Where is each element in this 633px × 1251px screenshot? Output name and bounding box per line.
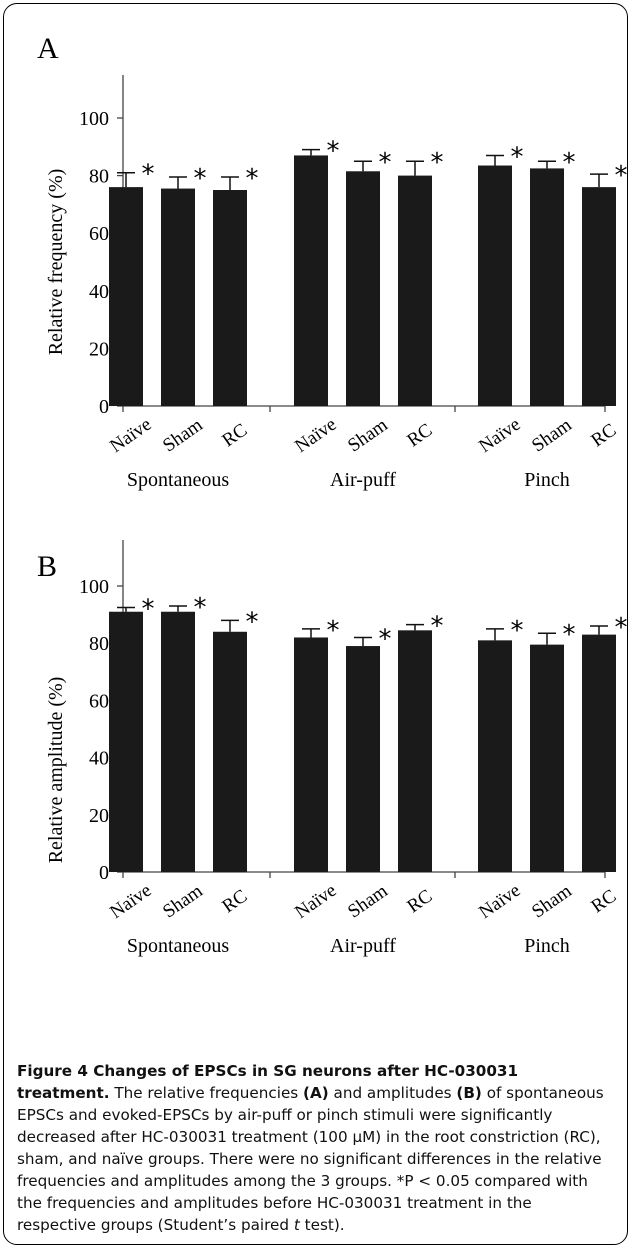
group-label: Spontaneous (127, 469, 229, 491)
bar (346, 171, 380, 406)
bar (213, 631, 247, 872)
significance-star: * (246, 164, 259, 194)
panel-b-label: B (37, 550, 57, 583)
y-tick-label: 80 (89, 633, 109, 655)
category-label: Naïve (106, 880, 155, 923)
bar (161, 611, 195, 872)
bar (530, 168, 564, 406)
y-tick-label: 40 (89, 281, 109, 303)
caption-text-3: of spontaneous EPSCs and evoked-EPSCs by… (17, 1084, 604, 1234)
y-tick-label: 0 (99, 862, 109, 884)
panel-b: B Relative amplitude (%) 0 20 40 60 80 100 * Na… (37, 540, 628, 957)
bar (213, 190, 247, 406)
caption-ref-b: (B) (456, 1084, 482, 1102)
y-tick-label: 20 (89, 805, 109, 827)
significance-star: * (615, 161, 628, 191)
category-label: Naïve (106, 414, 155, 457)
significance-star: * (563, 620, 576, 650)
category-label: RC (587, 420, 620, 452)
significance-star: * (327, 616, 340, 646)
category-label: Naïve (475, 414, 524, 457)
group-label: Pinch (524, 469, 570, 491)
category-label: Sham (528, 880, 576, 922)
panel-a: A Relative frequency (%) 0 20 40 60 80 100 * Na… (37, 32, 628, 491)
y-tick-label: 100 (79, 576, 109, 598)
group-label: Pinch (524, 935, 570, 957)
significance-star: * (142, 160, 155, 190)
bar (478, 165, 512, 406)
figure-caption: Figure 4 Changes of EPSCs in SG neurons … (17, 1060, 613, 1236)
significance-star: * (431, 612, 444, 642)
bar (109, 611, 143, 872)
bar (161, 188, 195, 406)
caption-text-2: and amplitudes (328, 1084, 457, 1102)
figure-canvas: A Relative frequency (%) 0 20 40 60 80 100 * Na… (37, 32, 628, 957)
significance-star: * (194, 593, 207, 623)
significance-star: * (379, 624, 392, 654)
category-label: Sham (344, 414, 392, 456)
significance-star: * (379, 148, 392, 178)
significance-star: * (563, 148, 576, 178)
y-tick-label: 0 (99, 396, 109, 418)
category-label: Sham (528, 414, 576, 456)
significance-star: * (142, 594, 155, 624)
bar (294, 155, 328, 406)
significance-star: * (246, 607, 259, 637)
bar (530, 644, 564, 872)
y-tick-label: 100 (79, 108, 109, 130)
panel-a-y-axis-label: Relative frequency (%) (45, 169, 67, 356)
caption-t-italic: t (293, 1216, 300, 1234)
panel-a-label: A (37, 32, 59, 65)
caption-text-4: test). (299, 1216, 345, 1234)
caption-text-1: The relative frequencies (109, 1084, 304, 1102)
bar (346, 646, 380, 872)
category-label: Sham (344, 880, 392, 922)
category-label: Naïve (475, 880, 524, 923)
significance-star: * (327, 137, 340, 167)
bar (582, 634, 616, 872)
bar (478, 640, 512, 872)
group-label: Air-puff (330, 935, 396, 957)
category-label: Sham (159, 414, 207, 456)
category-label: Naïve (291, 880, 340, 923)
significance-star: * (511, 616, 524, 646)
significance-star: * (511, 142, 524, 172)
category-label: Sham (159, 880, 207, 922)
category-label: Naïve (291, 414, 340, 457)
bar (294, 637, 328, 872)
y-tick-label: 60 (89, 223, 109, 245)
y-tick-label: 80 (89, 166, 109, 188)
category-label: RC (403, 420, 436, 452)
category-label: RC (218, 420, 251, 452)
group-label: Air-puff (330, 469, 396, 491)
caption-title: Figure 4 Changes of EPSCs in SG neurons … (17, 1062, 519, 1102)
bar (109, 187, 143, 406)
y-tick-label: 20 (89, 338, 109, 360)
significance-star: * (194, 164, 207, 194)
caption-ref-a: (A) (303, 1084, 329, 1102)
bar (582, 187, 616, 406)
significance-star: * (431, 148, 444, 178)
category-label: RC (218, 886, 251, 918)
y-tick-label: 60 (89, 690, 109, 712)
bar (398, 175, 432, 406)
panel-b-y-axis-label: Relative amplitude (%) (45, 677, 67, 864)
category-label: RC (403, 886, 436, 918)
category-label: RC (587, 886, 620, 918)
group-label: Spontaneous (127, 935, 229, 957)
significance-star: * (615, 613, 628, 643)
bar (398, 630, 432, 872)
y-tick-label: 40 (89, 748, 109, 770)
